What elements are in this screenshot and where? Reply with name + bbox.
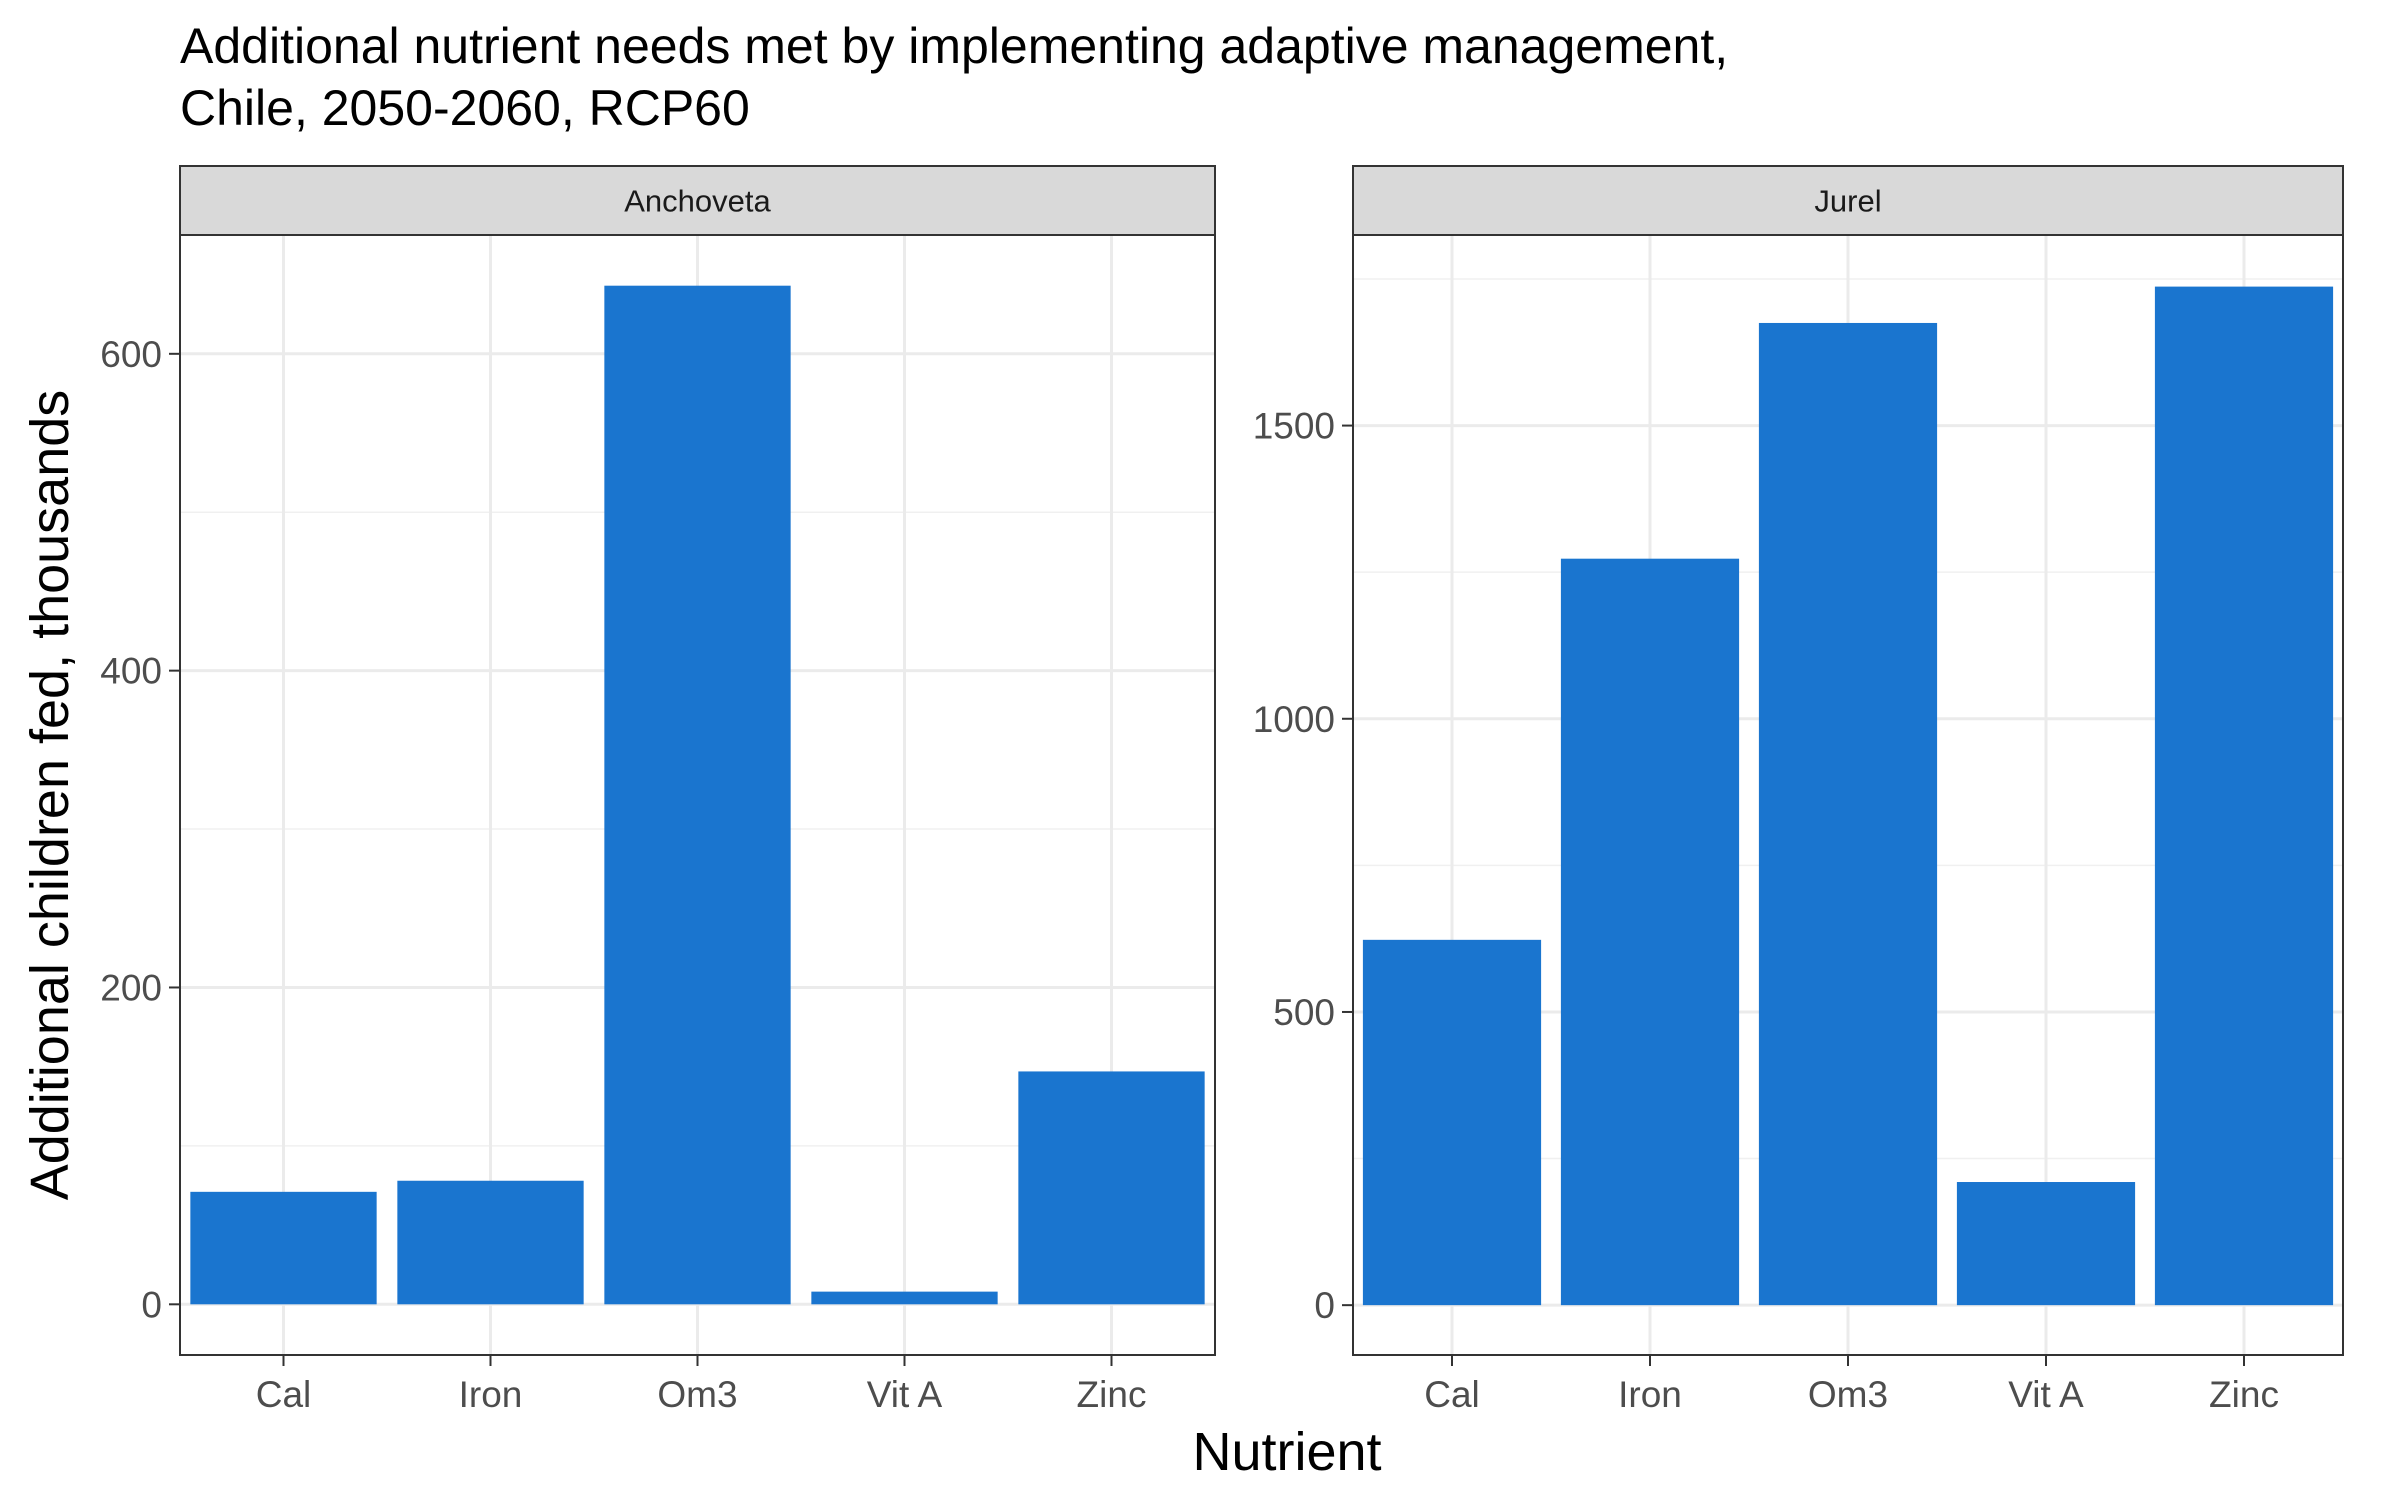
y-tick-label: 400 bbox=[100, 651, 162, 692]
bar-anchoveta-cal bbox=[190, 1191, 377, 1305]
x-tick-label: Zinc bbox=[1077, 1374, 1147, 1415]
bar-anchoveta-om3 bbox=[604, 285, 791, 1305]
facet-jurel: Jurel 0 500 1000 1500 Cal Iron Om3 Vit A Zinc bbox=[1253, 165, 2344, 1415]
x-tick-label: Om3 bbox=[1808, 1374, 1888, 1415]
x-tick-label: Iron bbox=[459, 1374, 523, 1415]
facet-strip bbox=[179, 165, 1216, 236]
bar-jurel-zinc bbox=[2154, 286, 2334, 1306]
x-tick-label: Vit A bbox=[867, 1374, 943, 1415]
y-tick-label: 0 bbox=[1314, 1285, 1335, 1326]
facet-strip-label: Jurel bbox=[1814, 184, 1881, 219]
y-tick-label: 0 bbox=[141, 1284, 162, 1325]
x-tick-label: Iron bbox=[1618, 1374, 1682, 1415]
facet-anchoveta: Anchoveta 0 200 400 600 Cal Iron Om3 Vit A Zinc bbox=[100, 165, 1216, 1415]
chart-title: Additional nutrient needs met by impleme… bbox=[180, 18, 1728, 74]
bar-jurel-cal bbox=[1362, 939, 1542, 1306]
bar-anchoveta-zinc bbox=[1018, 1071, 1205, 1305]
y-tick-label: 600 bbox=[100, 334, 162, 375]
x-tick-label: Cal bbox=[256, 1374, 312, 1415]
facet-strip-label: Anchoveta bbox=[624, 184, 771, 219]
chart-subtitle: Chile, 2050-2060, RCP60 bbox=[180, 80, 750, 136]
x-tick-label: Vit A bbox=[2008, 1374, 2084, 1415]
y-axis-title: Additional children fed, thousands bbox=[20, 390, 80, 1201]
x-tick-label: Cal bbox=[1424, 1374, 1480, 1415]
bar-jurel-om3 bbox=[1758, 322, 1938, 1306]
x-tick-label: Om3 bbox=[657, 1374, 737, 1415]
bar-jurel-vit-a bbox=[1956, 1182, 2136, 1306]
bar-jurel-iron bbox=[1560, 558, 1740, 1306]
bar-anchoveta-vit-a bbox=[811, 1291, 998, 1305]
x-axis-title: Nutrient bbox=[1192, 1422, 1381, 1482]
facet-strip bbox=[1352, 165, 2344, 236]
y-tick-label: 1500 bbox=[1253, 406, 1335, 447]
y-tick-label: 1000 bbox=[1253, 699, 1335, 740]
y-tick-label: 200 bbox=[100, 967, 162, 1008]
x-tick-label: Zinc bbox=[2209, 1374, 2279, 1415]
y-tick-label: 500 bbox=[1273, 992, 1335, 1033]
bar-anchoveta-iron bbox=[397, 1180, 584, 1305]
